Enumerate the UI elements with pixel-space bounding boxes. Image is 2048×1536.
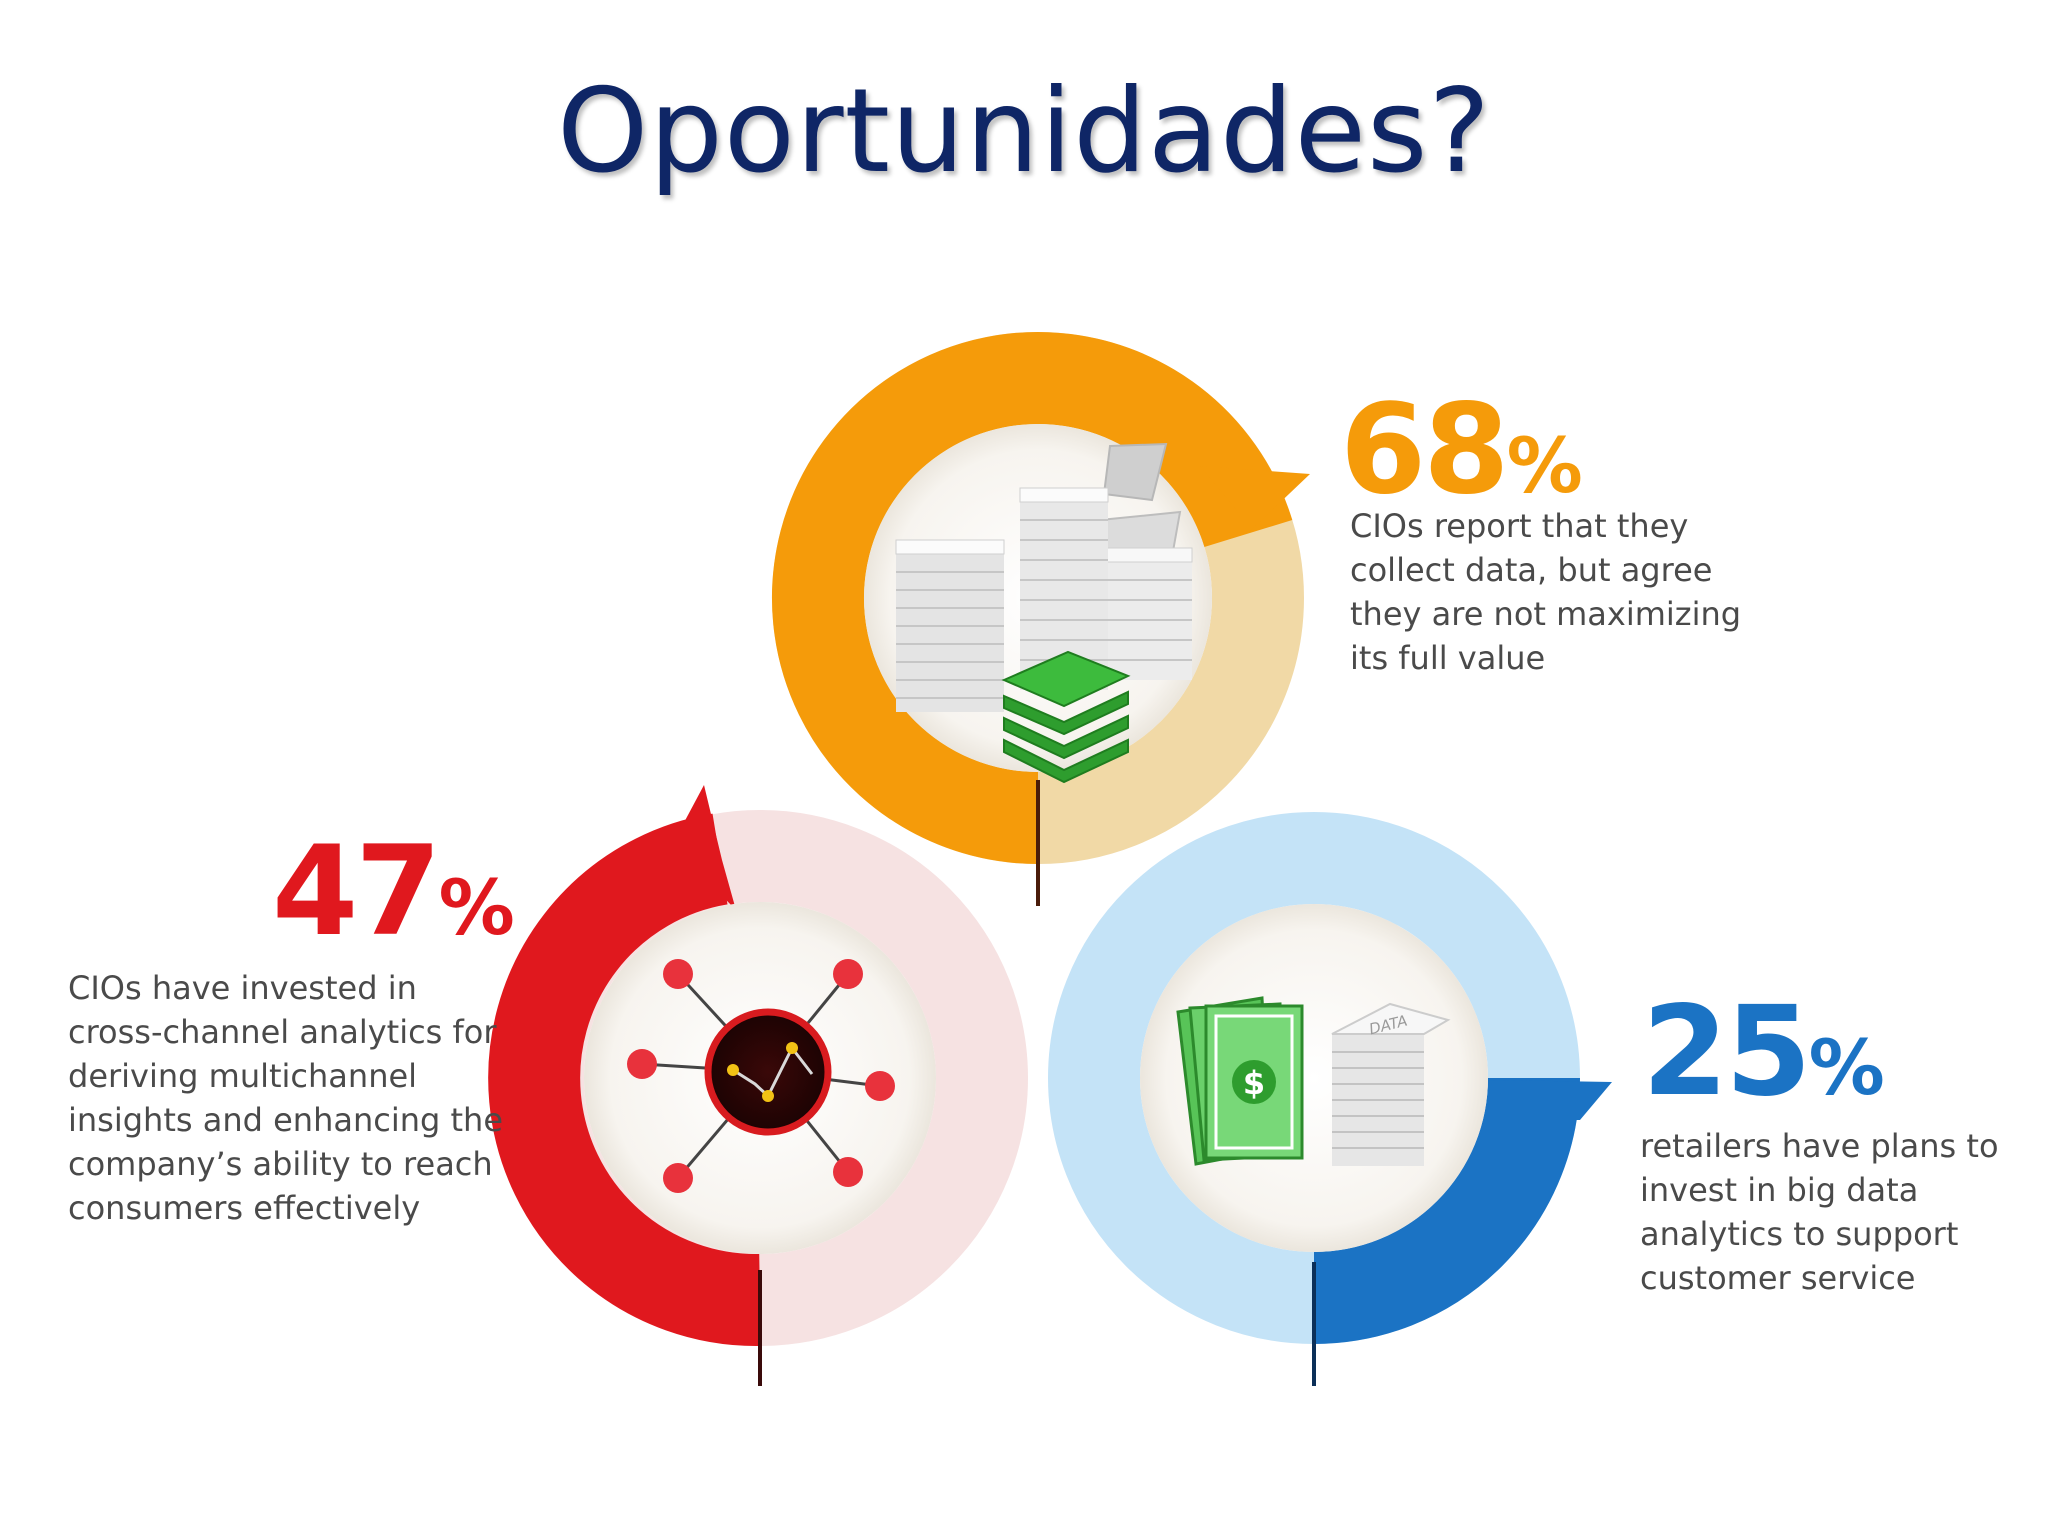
stat-47-description: CIOs have invested in cross-channel anal… [68, 966, 503, 1230]
stat-68-unit: % [1506, 421, 1583, 510]
stat-68-line: CIOs report that they [1350, 507, 1689, 545]
stat-25-value: 25 [1642, 980, 1812, 1124]
stat-47-line: insights and enhancing the [68, 1101, 503, 1139]
stat-25-percent: 25% [1642, 990, 1885, 1114]
stat-47-unit: % [438, 863, 515, 952]
ring-blue-arrow [1490, 1080, 1612, 1120]
stat-68-line: they are not maximizing [1350, 595, 1742, 633]
ring-blue-arc [1313, 1077, 1580, 1344]
stat-25-description: retailers have plans to invest in big da… [1640, 1124, 1999, 1300]
stat-25-unit: % [1808, 1023, 1885, 1112]
stat-68-description: CIOs report that they collect data, but … [1350, 504, 1741, 680]
stat-47-line: cross-channel analytics for [68, 1013, 497, 1051]
ring-orange-arrow [1200, 466, 1310, 533]
document-stacks-icon [895, 442, 1193, 784]
stat-25-line: invest in big data [1640, 1171, 1919, 1209]
stat-47-line: deriving multichannel [68, 1057, 418, 1095]
stat-47-percent: 47% [272, 830, 515, 954]
money-data-icon: $ DATA [1176, 996, 1451, 1166]
stat-47-line: CIOs have invested in [68, 969, 417, 1007]
stat-47-value: 47 [272, 820, 442, 964]
ring-orange-arc [771, 332, 1293, 864]
stat-47-line: company’s ability to reach [68, 1145, 493, 1183]
stat-68-value: 68 [1340, 378, 1510, 522]
stat-68-percent: 68% [1340, 388, 1583, 512]
ring-red-arc [488, 813, 761, 1347]
ring-red-arrow [672, 785, 736, 910]
network-chart-icon [627, 959, 895, 1193]
stat-68-line: its full value [1350, 639, 1546, 677]
stat-47-line: consumers effectively [68, 1189, 421, 1227]
stat-68-line: collect data, but agree [1350, 551, 1713, 589]
stat-25-line: retailers have plans to [1640, 1127, 1999, 1165]
svg-text:$: $ [1243, 1064, 1265, 1102]
stat-25-line: customer service [1640, 1259, 1916, 1297]
stat-25-line: analytics to support [1640, 1215, 1959, 1253]
slide-title: Oportunidades? [556, 64, 1492, 199]
